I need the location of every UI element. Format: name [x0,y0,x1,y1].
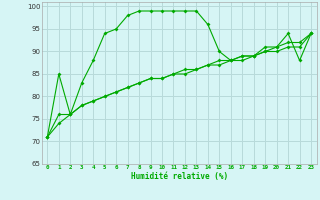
X-axis label: Humidité relative (%): Humidité relative (%) [131,172,228,181]
